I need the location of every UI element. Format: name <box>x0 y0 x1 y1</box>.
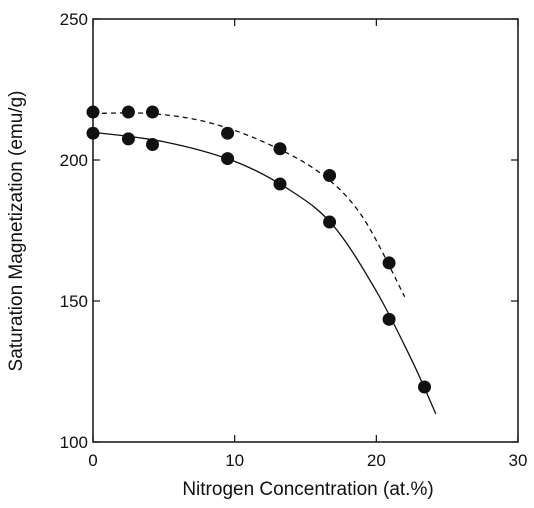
x-tick-label: 20 <box>367 451 386 470</box>
x-tick-label: 0 <box>88 451 97 470</box>
plot-layer: 0 10 20 30 100 150 200 250 <box>60 10 528 470</box>
y-tick-label: 100 <box>60 433 88 452</box>
y-tick-label: 200 <box>60 151 88 170</box>
x-tick-label: 10 <box>225 451 244 470</box>
series-1-point <box>121 132 135 146</box>
series-1-point <box>146 137 159 151</box>
series-1-point <box>382 312 396 326</box>
y-tick-label: 150 <box>60 292 88 311</box>
series-2-point <box>273 142 287 156</box>
series-2-point <box>221 126 235 140</box>
x-tick-label: 30 <box>509 451 528 470</box>
y-axis-title: Saturation Magnetization (emu/g) <box>6 91 27 372</box>
series-1-point <box>221 152 235 166</box>
y-tick-label: 250 <box>60 10 88 29</box>
series-1-point <box>273 177 287 191</box>
plot-frame <box>92 18 519 443</box>
series-1-point <box>86 126 100 140</box>
series-2-point <box>382 256 396 270</box>
series-2-curve <box>92 112 406 298</box>
series-1-point <box>418 380 431 394</box>
series-2-point <box>146 105 159 119</box>
series-2-point <box>86 105 100 119</box>
series-1-point <box>323 215 337 229</box>
x-axis-title: Nitrogen Concentration (at.%) <box>182 479 433 500</box>
series-2-point <box>323 169 337 183</box>
series-2-point <box>121 105 135 119</box>
series-1-curve <box>92 131 437 415</box>
